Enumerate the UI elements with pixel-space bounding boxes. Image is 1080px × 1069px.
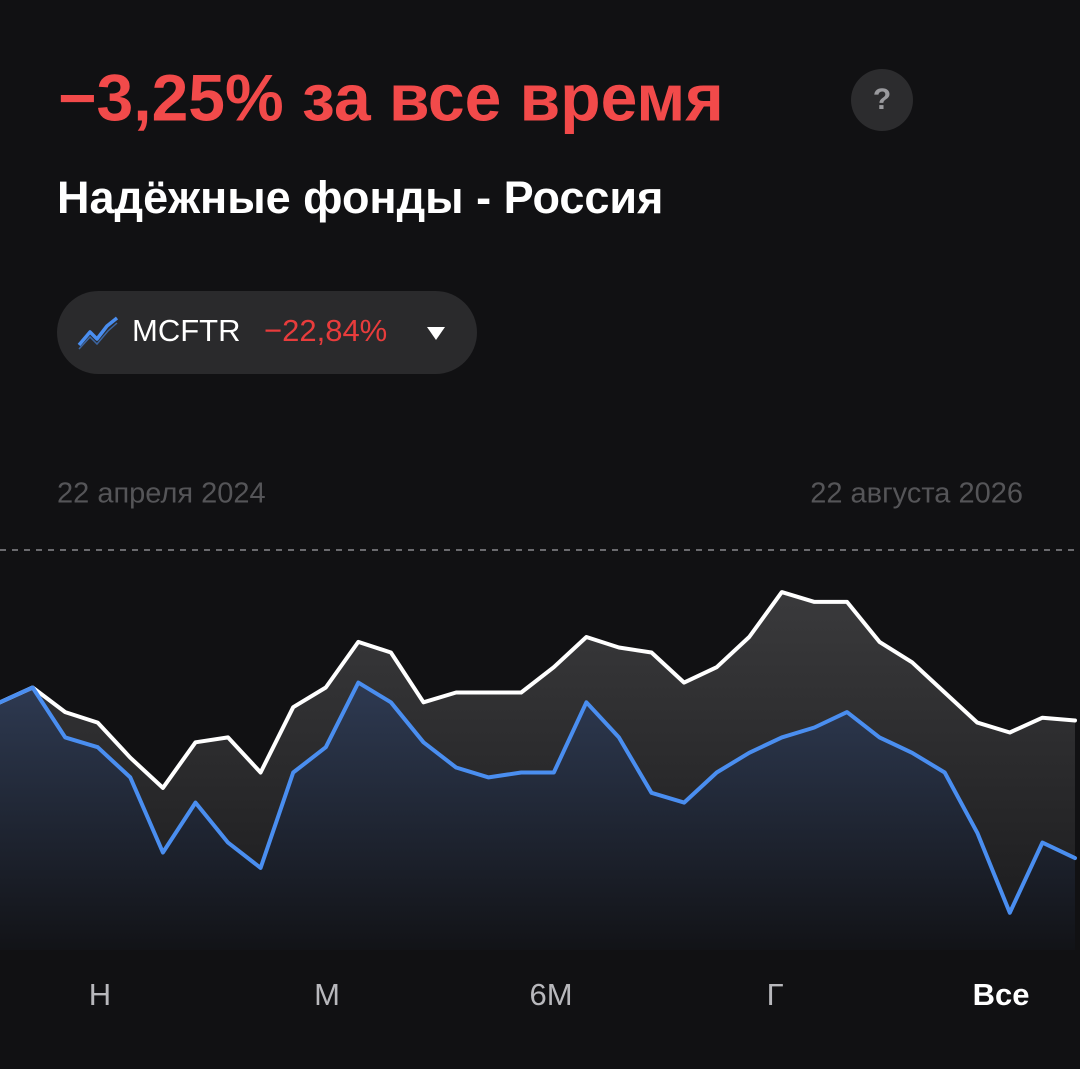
period-selector: Н М 6М Г Все — [89, 977, 1030, 1012]
chip-change[interactable]: −22,84% — [264, 313, 387, 348]
series-line — [0, 680, 1077, 915]
dropdown-arrow[interactable] — [427, 327, 445, 340]
series-line — [0, 590, 1077, 790]
subtitle: Надёжные фонды - Россия — [57, 172, 663, 223]
chip-name[interactable]: MCFTR — [132, 313, 240, 348]
period-button[interactable]: М — [314, 977, 340, 1012]
series-area — [0, 682, 1075, 950]
help-circle[interactable] — [851, 69, 913, 131]
period-button[interactable]: Все — [973, 977, 1030, 1012]
start-date: 22 апреля 2024 — [57, 478, 266, 510]
headline: −3,25% за все время — [58, 60, 724, 134]
end-date: 22 августа 2026 — [810, 478, 1023, 510]
chip-bg[interactable] — [57, 291, 477, 374]
period-button[interactable]: Н — [89, 977, 111, 1012]
help-icon[interactable]: ? — [873, 83, 891, 116]
period-button[interactable]: Г — [767, 977, 784, 1012]
benchmark-chip[interactable]: MCFTR −22,84% — [57, 291, 477, 374]
chip-icon — [77, 316, 119, 347]
chip-icon-shadow — [78, 322, 118, 350]
plot — [0, 590, 1077, 950]
help-button[interactable]: ? — [851, 69, 913, 131]
period-button[interactable]: 6М — [529, 977, 572, 1012]
